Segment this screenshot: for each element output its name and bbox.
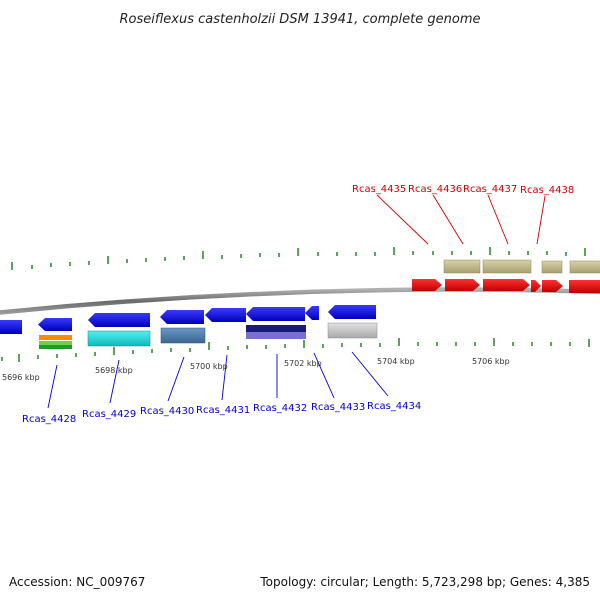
accession-text: Accession: NC_009767 bbox=[9, 575, 145, 589]
upper-tick-marks bbox=[11, 247, 586, 270]
feature-box[interactable] bbox=[246, 332, 306, 339]
leader-line bbox=[536, 195, 546, 245]
scale-label: 5696 kbp bbox=[2, 373, 40, 382]
feature-box[interactable] bbox=[246, 325, 306, 332]
leader-line bbox=[47, 364, 58, 409]
reverse-feature-track bbox=[39, 322, 378, 349]
leader-line bbox=[313, 352, 335, 399]
forward-gene-arrow[interactable] bbox=[542, 280, 563, 292]
gene-label-reverse[interactable]: Rcas_4430 bbox=[140, 406, 194, 417]
leader-line bbox=[432, 194, 464, 245]
reverse-gene-arrow[interactable] bbox=[88, 313, 150, 327]
gene-label-reverse[interactable]: Rcas_4431 bbox=[196, 405, 250, 416]
feature-box[interactable] bbox=[87, 330, 151, 347]
gene-label-forward[interactable]: Rcas_4437 bbox=[463, 184, 517, 195]
gene-label-forward[interactable]: Rcas_4436 bbox=[408, 184, 462, 195]
gene-label-reverse[interactable]: Rcas_4434 bbox=[367, 401, 421, 412]
feature-box[interactable] bbox=[569, 260, 600, 274]
leader-line bbox=[109, 359, 120, 404]
leader-line bbox=[487, 194, 509, 245]
reverse-gene-labels bbox=[47, 351, 389, 409]
reverse-genes bbox=[0, 305, 376, 334]
scale-label: 5706 kbp bbox=[472, 357, 510, 366]
scale-labels: 5696 kbp 5698 kbp 5700 kbp 5702 kbp 5704… bbox=[2, 357, 510, 382]
leader-line bbox=[376, 194, 429, 245]
gene-label-reverse[interactable]: Rcas_4432 bbox=[253, 403, 307, 414]
leader-line bbox=[221, 354, 228, 401]
topology-summary-text: Topology: circular; Length: 5,723,298 bp… bbox=[259, 575, 590, 589]
feature-box[interactable] bbox=[443, 259, 481, 274]
leader-line bbox=[167, 356, 185, 402]
gene-label-reverse[interactable]: Rcas_4433 bbox=[311, 402, 365, 413]
feature-box[interactable] bbox=[39, 335, 72, 340]
forward-gene-arrow[interactable] bbox=[483, 279, 530, 291]
reverse-gene-arrow[interactable] bbox=[0, 320, 22, 334]
feature-box[interactable] bbox=[160, 327, 206, 344]
reverse-gene-arrow[interactable] bbox=[205, 308, 246, 322]
gene-label-forward[interactable]: Rcas_4438 bbox=[520, 185, 574, 196]
feature-box[interactable] bbox=[541, 260, 563, 274]
forward-gene-arrow[interactable] bbox=[569, 280, 600, 293]
reverse-gene-arrow[interactable] bbox=[305, 306, 319, 320]
forward-gene-labels bbox=[376, 194, 546, 245]
reverse-gene-arrow[interactable] bbox=[246, 307, 305, 321]
gene-label-reverse[interactable]: Rcas_4429 bbox=[82, 409, 136, 420]
gene-label-reverse[interactable]: Rcas_4428 bbox=[22, 414, 76, 425]
scale-label: 5698 kbp bbox=[95, 366, 133, 375]
reverse-gene-arrow[interactable] bbox=[328, 305, 376, 319]
forward-feature-track bbox=[443, 259, 600, 274]
feature-box[interactable] bbox=[327, 322, 378, 339]
scale-label: 5704 kbp bbox=[377, 357, 415, 366]
forward-gene-arrow[interactable] bbox=[412, 279, 442, 291]
scale-label: 5700 kbp bbox=[190, 362, 228, 371]
forward-gene-arrow[interactable] bbox=[445, 279, 480, 291]
leader-line bbox=[351, 351, 389, 397]
gene-label-forward[interactable]: Rcas_4435 bbox=[352, 184, 406, 195]
forward-genes bbox=[412, 279, 600, 293]
forward-gene-arrow[interactable] bbox=[531, 280, 541, 292]
feature-box[interactable] bbox=[39, 341, 72, 345]
reverse-gene-arrow[interactable] bbox=[38, 318, 72, 331]
feature-box[interactable] bbox=[39, 345, 72, 349]
reverse-gene-arrow[interactable] bbox=[160, 310, 204, 324]
feature-box[interactable] bbox=[482, 259, 532, 274]
lower-tick-marks bbox=[1, 338, 590, 362]
scale-label: 5702 kbp bbox=[284, 359, 322, 368]
map-title: Roseiflexus castenholzii DSM 13941, comp… bbox=[120, 12, 481, 27]
